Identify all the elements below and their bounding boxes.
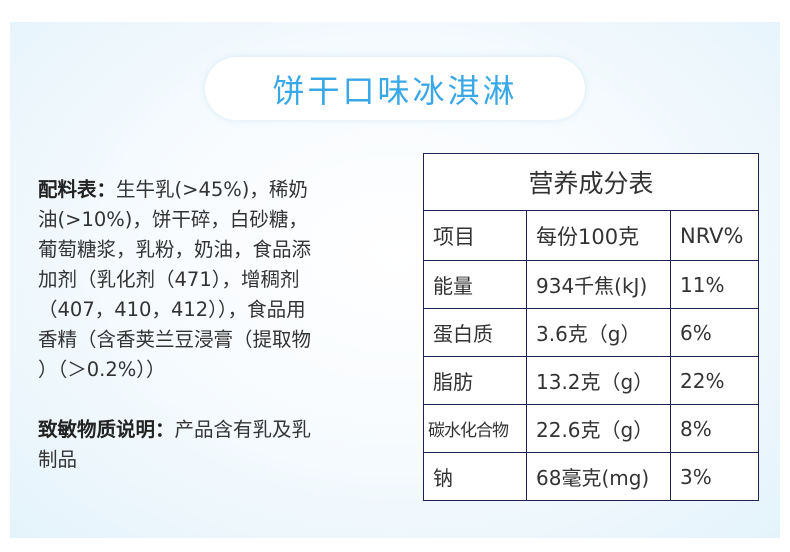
table-row: 钠 68毫克(mg) 3% bbox=[423, 452, 759, 501]
cell-nrv: 22% bbox=[670, 356, 759, 405]
table-header-row: 项目 每份100克 NRV% bbox=[423, 210, 759, 261]
title-banner: 饼干口味冰淇淋 bbox=[205, 57, 585, 120]
ingredients-line: 葡萄糖浆，乳粉，奶油，食品添 bbox=[38, 238, 312, 261]
ingredients-line: 生牛乳(>45%)，稀奶 bbox=[116, 178, 308, 201]
table-row: 脂肪 13.2克（g） 22% bbox=[423, 356, 759, 405]
cell-amount: 934千焦(kJ) bbox=[526, 260, 671, 309]
cell-nrv: 8% bbox=[670, 404, 759, 453]
ingredients-section: 配料表：生牛乳(>45%)，稀奶 油(>10%)，饼干碎，白砂糖， 葡萄糖浆，乳… bbox=[38, 175, 311, 475]
cell-item: 蛋白质 bbox=[423, 308, 527, 357]
table-row: 碳水化合物 22.6克（g） 8% bbox=[423, 404, 759, 453]
cell-item: 钠 bbox=[423, 452, 527, 501]
header-per-100g: 每份100克 bbox=[526, 210, 671, 261]
cell-amount: 22.6克（g） bbox=[526, 404, 671, 453]
cell-nrv: 11% bbox=[670, 260, 759, 309]
allergen-line: 产品含有乳及乳 bbox=[174, 418, 312, 441]
cell-nrv: 6% bbox=[670, 308, 759, 357]
table-row: 蛋白质 3.6克（g） 6% bbox=[423, 308, 759, 357]
cell-amount: 3.6克（g） bbox=[526, 308, 671, 357]
ingredients-label: 配料表： bbox=[38, 178, 117, 201]
ingredients-line: 香精（含香荚兰豆浸膏（提取物 bbox=[38, 328, 312, 351]
product-title: 饼干口味冰淇淋 bbox=[272, 71, 518, 110]
cell-item: 脂肪 bbox=[423, 356, 527, 405]
ingredients-line: （407，410，412）），食品用 bbox=[38, 298, 306, 321]
allergen-label: 致敏物质说明： bbox=[38, 418, 175, 441]
cell-amount: 13.2克（g） bbox=[526, 356, 671, 405]
ingredients-line: 加剂（乳化剂（471），增稠剂 bbox=[38, 268, 300, 291]
nutrition-table: 营养成分表 项目 每份100克 NRV% 能量 934千焦(kJ) 11% 蛋白质 3… bbox=[423, 153, 759, 501]
ingredients-line: ）（＞0.2%）） bbox=[38, 358, 166, 381]
header-item: 项目 bbox=[423, 210, 527, 261]
allergen-line: 制品 bbox=[38, 448, 78, 471]
header-nrv: NRV% bbox=[670, 210, 759, 261]
table-row: 能量 934千焦(kJ) 11% bbox=[423, 260, 759, 309]
cell-amount: 68毫克(mg) bbox=[526, 452, 671, 501]
cell-item: 碳水化合物 bbox=[423, 404, 527, 453]
nutrition-title: 营养成分表 bbox=[423, 153, 759, 211]
ingredients-line: 油(>10%)，饼干碎，白砂糖， bbox=[38, 208, 308, 231]
cell-item: 能量 bbox=[423, 260, 527, 309]
cell-nrv: 3% bbox=[670, 452, 759, 501]
